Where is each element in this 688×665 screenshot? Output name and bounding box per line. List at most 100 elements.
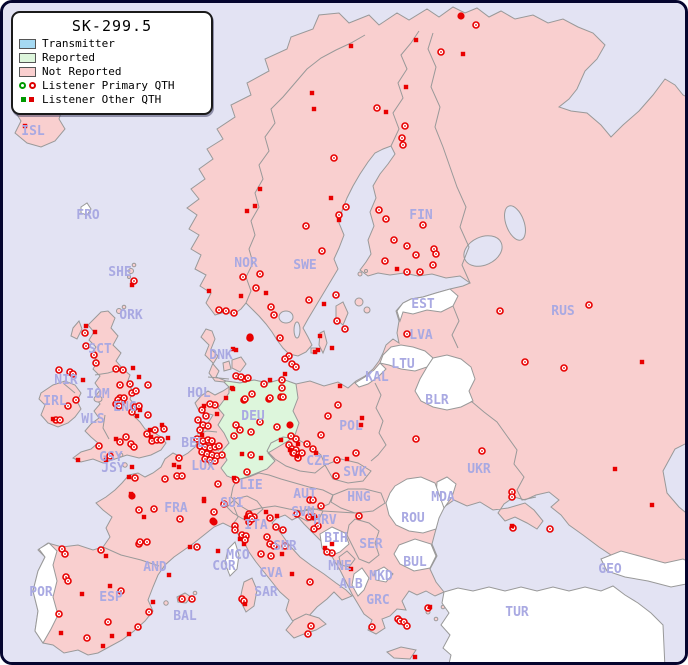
listener-other-qth-marker — [274, 513, 280, 519]
border-ukraine-russia — [470, 400, 537, 501]
listener-primary-qth-dot — [376, 107, 378, 109]
country-label-sui: SUI — [220, 496, 243, 511]
listener-other-qth-marker — [242, 601, 248, 607]
listener-primary-qth-dot — [475, 24, 477, 26]
listener-primary-qth-dot — [385, 218, 387, 220]
listener-other-qth-marker — [223, 395, 229, 401]
listener-other-qth-marker — [201, 496, 207, 502]
listener-other-qth-marker — [241, 541, 247, 547]
listener-other-qth-marker — [83, 323, 89, 329]
listener-primary-qth-dot — [118, 405, 120, 407]
country-macedonia — [373, 566, 394, 583]
listener-primary-qth-cluster-marker — [310, 513, 318, 521]
lake-ladoga — [463, 235, 503, 267]
listener-primary-qth-dot — [191, 598, 193, 600]
listener-other-qth-marker — [329, 541, 335, 547]
island-isle-of-man — [93, 395, 103, 403]
listener-primary-qth-dot — [240, 376, 242, 378]
listener-other-qth-marker — [100, 643, 106, 649]
listener-primary-qth-dot — [336, 320, 338, 322]
listener-primary-qth-dot — [119, 441, 121, 443]
listener-primary-qth-cluster-marker — [246, 333, 254, 341]
listener-primary-qth-dot — [123, 397, 125, 399]
country-germany — [217, 378, 300, 481]
listener-other-qth-marker — [134, 413, 140, 419]
listener-other-qth-marker — [176, 464, 182, 470]
listener-primary-qth-dot — [211, 454, 213, 456]
listener-primary-qth-dot — [260, 553, 262, 555]
listener-other-qth-marker — [150, 599, 156, 605]
listener-primary-qth-dot — [259, 273, 261, 275]
listener-other-qth-marker — [394, 266, 400, 272]
listener-other-qth-marker — [129, 464, 135, 470]
listener-primary-qth-dot — [276, 426, 278, 428]
listener-other-qth-marker — [129, 282, 135, 288]
legend-title: SK-299.5 — [71, 17, 153, 35]
listener-primary-qth-dot — [197, 419, 199, 421]
island-zealand — [231, 356, 247, 373]
country-label-geo: GEO — [598, 562, 622, 577]
legend-label: Listener Other QTH — [42, 93, 162, 106]
listener-primary-qth-dot — [320, 434, 322, 436]
listener-other-qth-marker — [257, 186, 263, 192]
listener-other-qth-marker — [165, 435, 171, 441]
listener-other-qth-marker — [336, 217, 342, 223]
listener-other-qth-marker — [311, 106, 317, 112]
listener-primary-qth-dot — [293, 452, 295, 454]
listener-primary-qth-dot — [137, 626, 139, 628]
listener-primary-qth-dot — [196, 438, 198, 440]
listener-primary-qth-dot — [273, 314, 275, 316]
listener-primary-qth-dot — [214, 460, 216, 462]
listener-primary-qth-dot — [273, 545, 275, 547]
listener-other-qth-marker — [282, 371, 288, 377]
country-label-jsy: JSY — [101, 461, 125, 476]
listener-primary-qth-dot — [122, 369, 124, 371]
listener-primary-qth-dot — [336, 459, 338, 461]
listener-primary-qth-dot — [139, 541, 141, 543]
country-label-est: EST — [411, 297, 435, 312]
listener-other-qth-marker — [509, 523, 515, 529]
listener-primary-qth-dot — [317, 525, 319, 527]
listener-primary-qth-dot — [288, 355, 290, 357]
listener-other-qth-marker — [317, 333, 323, 339]
country-label-grc: GRC — [366, 593, 389, 608]
listener-other-qth-marker — [329, 345, 335, 351]
listener-primary-qth-dot — [310, 625, 312, 627]
listener-primary-qth-dot — [243, 600, 245, 602]
listener-primary-qth-dot — [59, 419, 61, 421]
listener-other-qth-marker — [295, 441, 301, 447]
listener-primary-qth-dot — [358, 515, 360, 517]
listener-other-qth-marker — [229, 385, 235, 391]
listener-primary-qth-dot — [259, 421, 261, 423]
country-label-ser: SER — [359, 537, 383, 552]
listener-other-qth-marker — [263, 290, 269, 296]
country-label-rou: ROU — [401, 511, 425, 526]
listener-primary-qth-dot — [225, 310, 227, 312]
listener-other-qth-marker — [243, 515, 249, 521]
island-corsica — [224, 541, 240, 577]
legend-label: Reported — [42, 51, 95, 64]
listener-primary-qth-dot — [244, 398, 246, 400]
legend-label: Not Reported — [42, 65, 122, 78]
listener-primary-qth-dot — [284, 358, 286, 360]
island-faroe — [80, 202, 92, 216]
listener-other-qth-marker — [199, 432, 205, 438]
listener-primary-qth-dot — [288, 444, 290, 446]
listener-other-qth-marker — [126, 474, 132, 480]
listener-primary-qth-dot — [415, 254, 417, 256]
country-label-hol: HOL — [187, 386, 211, 401]
country-label-nir: NIR — [54, 373, 78, 388]
country-label-sct: SCT — [88, 342, 112, 357]
listener-primary-qth-dot — [163, 428, 165, 430]
border-croatia-hungary — [322, 510, 356, 514]
listener-other-qth-marker — [231, 475, 237, 481]
listener-other-qth-marker — [321, 301, 327, 307]
listener-primary-qth-dot — [176, 475, 178, 477]
border-montenegro — [338, 550, 356, 568]
listener-primary-qth-dot — [290, 435, 292, 437]
listener-other-qth-marker — [230, 346, 236, 352]
country-label-ork: ORK — [119, 308, 143, 323]
listener-primary-qth-dot — [269, 517, 271, 519]
